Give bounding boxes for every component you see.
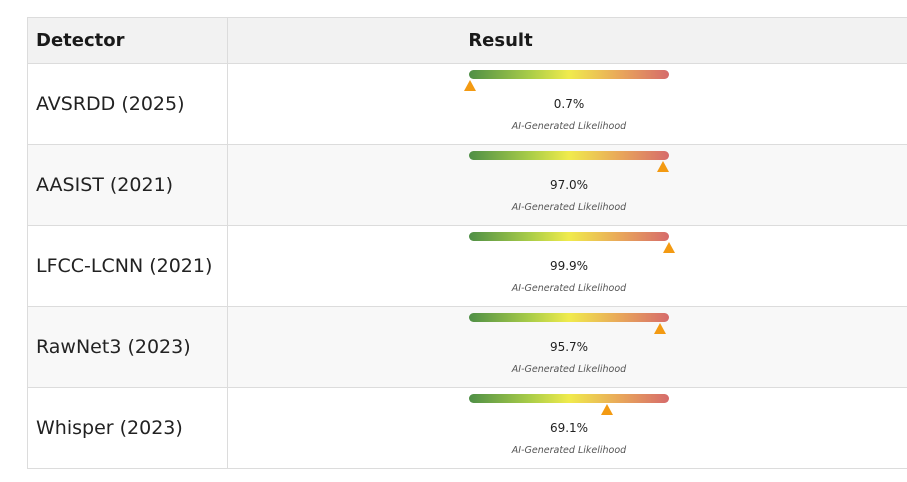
detector-column-header: Detector (28, 18, 228, 63)
result-cell: 97.0% AI-Generated Likelihood (228, 145, 907, 225)
likelihood-marker-icon (601, 404, 614, 415)
detector-name: AASIST (2021) (28, 145, 228, 225)
detector-name: RawNet3 (2023) (28, 307, 228, 387)
result-cell: 99.9% AI-Generated Likelihood (228, 226, 907, 306)
likelihood-percent: 97.0% (549, 178, 589, 192)
likelihood-percent: 69.1% (549, 421, 589, 435)
likelihood-percent: 95.7% (549, 340, 589, 354)
table-row: AVSRDD (2025) 0.7% AI-Generated Likeliho… (28, 63, 907, 144)
detector-name: Whisper (2023) (28, 388, 228, 468)
result-cell: 95.7% AI-Generated Likelihood (228, 307, 907, 387)
table-row: LFCC-LCNN (2021) 99.9% AI-Generated Like… (28, 225, 907, 306)
detector-name: AVSRDD (2025) (28, 64, 228, 144)
likelihood-caption: AI-Generated Likelihood (511, 202, 627, 213)
likelihood-caption: AI-Generated Likelihood (511, 445, 627, 456)
likelihood-meter (469, 70, 669, 79)
likelihood-marker-icon (654, 323, 667, 334)
likelihood-meter (469, 394, 669, 403)
likelihood-caption: AI-Generated Likelihood (511, 121, 627, 132)
likelihood-caption: AI-Generated Likelihood (511, 283, 627, 294)
table-row: AASIST (2021) 97.0% AI-Generated Likelih… (28, 144, 907, 225)
likelihood-caption: AI-Generated Likelihood (511, 364, 627, 375)
detector-name: LFCC-LCNN (2021) (28, 226, 228, 306)
likelihood-percent: 0.7% (553, 97, 585, 111)
likelihood-meter (469, 151, 669, 160)
table-header-row: Detector Result (28, 18, 907, 63)
result-column-header: Result (468, 30, 533, 51)
likelihood-percent: 99.9% (549, 259, 589, 273)
table-row: RawNet3 (2023) 95.7% AI-Generated Likeli… (28, 306, 907, 387)
likelihood-meter (469, 313, 669, 322)
table-row: Whisper (2023) 69.1% AI-Generated Likeli… (28, 387, 907, 468)
result-cell: 0.7% AI-Generated Likelihood (228, 64, 907, 144)
likelihood-marker-icon (662, 242, 675, 253)
result-cell: 69.1% AI-Generated Likelihood (228, 388, 907, 468)
likelihood-meter (469, 232, 669, 241)
likelihood-marker-icon (657, 161, 669, 172)
detector-results-table: Detector Result AVSRDD (2025) 0.7% AI-Ge… (27, 17, 907, 469)
likelihood-marker-icon (464, 80, 477, 91)
